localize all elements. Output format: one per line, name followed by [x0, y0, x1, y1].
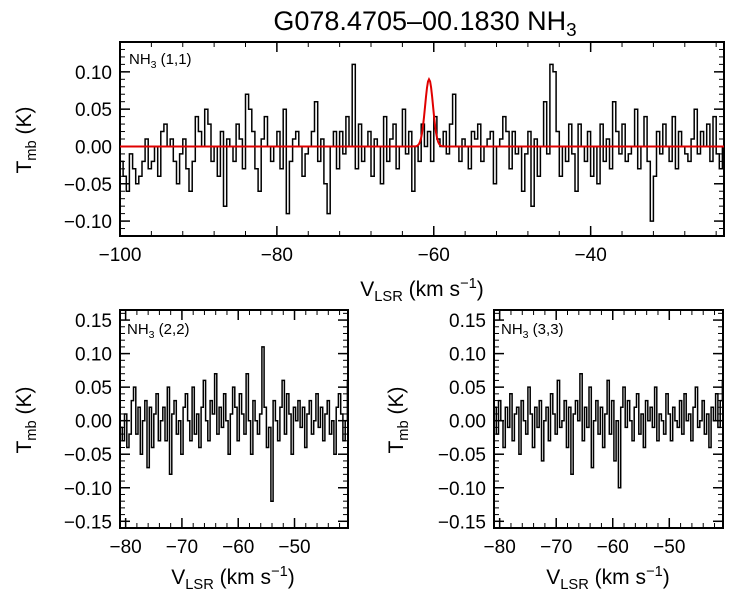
x-axis-label-unit: (km s: [214, 566, 271, 589]
x-tick-label: −60: [222, 537, 254, 558]
spectrum-line: [494, 372, 724, 489]
y-tick-label: 0.10: [75, 63, 112, 84]
y-axis-label-unit: (K): [385, 386, 408, 420]
panel-label-main: NH: [127, 321, 149, 338]
axis-ticks: −80 −70 −60 −50 −0.15 −0.10 −0.05 0.00 0.05 0.10 0…: [438, 310, 723, 558]
y-tick-label: −0.10: [64, 212, 112, 233]
y-tick-label: 0.10: [75, 345, 112, 366]
y-tick-label: −0.05: [64, 175, 112, 196]
panel-nh3-11: −100 −80 −60 −40 −0.10 −0.05 0.00 0.05 0.10 NH3 …: [13, 41, 725, 305]
axis-ticks: −100 −80 −60 −40 −0.10 −0.05 0.00 0.05 0.10: [64, 41, 724, 266]
spectrum-line: [120, 346, 349, 502]
y-tick-label: 0.00: [75, 412, 112, 433]
x-axis-label: VLSR (km s−1): [360, 276, 484, 305]
y-tick-label: 0.05: [75, 378, 112, 399]
x-axis-label-superscript: −1: [271, 564, 288, 580]
x-tick-label: −70: [166, 537, 198, 558]
y-axis-label: Tmb (K): [13, 386, 40, 453]
y-axis-label-subscript: mb: [24, 140, 40, 160]
x-axis-label: VLSR (km s−1): [546, 564, 670, 593]
y-tick-label: −0.05: [438, 445, 486, 466]
x-tick-label: −50: [278, 537, 310, 558]
panel-label-main: NH: [501, 321, 523, 338]
x-axis-label-main: V: [171, 566, 185, 589]
x-axis-label-subscript: LSR: [560, 577, 589, 593]
x-axis-label-superscript: −1: [646, 564, 663, 580]
x-tick-label: −80: [484, 537, 516, 558]
panel-label-subscript: 3: [149, 329, 155, 341]
x-tick-label: −50: [653, 537, 685, 558]
series-group: [494, 372, 724, 489]
x-tick-label: −60: [418, 245, 450, 266]
x-tick-label: −40: [575, 245, 607, 266]
panel-label-transition: (2,2): [155, 321, 190, 338]
y-tick-label: 0.10: [449, 345, 486, 366]
panel-label: NH3 (2,2): [127, 321, 190, 341]
x-axis-label-unit: (km s: [589, 566, 646, 589]
panel-label: NH3 (3,3): [501, 321, 564, 341]
y-axis-label: Tmb (K): [13, 106, 40, 173]
panel-nh3-33: −80 −70 −60 −50 −0.15 −0.10 −0.05 0.00 0.05 0.10 0…: [385, 309, 724, 593]
x-axis-label-unit: (km s: [403, 278, 460, 301]
y-axis-label-main: T: [13, 441, 36, 454]
x-tick-label: −80: [110, 537, 142, 558]
y-tick-label: 0.15: [75, 311, 112, 332]
y-tick-label: 0.05: [449, 378, 486, 399]
y-axis-label-unit: (K): [13, 106, 36, 140]
panel-nh3-22: −80 −70 −60 −50 −0.15 −0.10 −0.05 0.00 0.05 0.10 0…: [13, 309, 349, 593]
y-axis-label-subscript: mb: [24, 420, 40, 440]
x-tick-label: −100: [99, 245, 142, 266]
spectrum-line: [120, 63, 724, 222]
y-tick-label: −0.10: [438, 479, 486, 500]
y-axis-label-main: T: [385, 441, 408, 454]
panel-label-transition: (3,3): [529, 321, 564, 338]
x-axis-label: VLSR (km s−1): [171, 564, 295, 593]
y-tick-label: −0.15: [64, 512, 112, 533]
panel-label-subscript: 3: [523, 329, 529, 341]
x-axis-label-superscript: −1: [460, 276, 477, 292]
panel-label: NH3 (1,1): [129, 51, 192, 71]
y-tick-label: −0.10: [64, 479, 112, 500]
series-group: [120, 346, 349, 502]
y-axis-label-subscript: mb: [396, 420, 412, 440]
x-axis-label-close: ): [288, 566, 295, 589]
y-tick-label: −0.05: [64, 445, 112, 466]
panel-label-subscript: 3: [151, 59, 157, 71]
figure-title-subscript: 3: [566, 20, 577, 41]
y-tick-label: 0.00: [75, 137, 112, 158]
y-tick-label: 0.15: [449, 311, 486, 332]
x-axis-label-close: ): [663, 566, 670, 589]
series-group: [120, 63, 724, 222]
panel-label-transition: (1,1): [157, 51, 192, 68]
panel-label-main: NH: [129, 51, 151, 68]
y-tick-label: 0.05: [75, 100, 112, 121]
y-axis-label-main: T: [13, 161, 36, 174]
x-tick-label: −70: [540, 537, 572, 558]
x-axis-label-subscript: LSR: [374, 289, 403, 305]
y-tick-label: 0.00: [449, 412, 486, 433]
y-tick-label: −0.15: [438, 512, 486, 533]
x-tick-label: −60: [597, 537, 629, 558]
figure-title: G078.4705–00.1830 NH3: [273, 6, 576, 41]
y-axis-label-unit: (K): [13, 386, 36, 420]
x-tick-label: −80: [261, 245, 293, 266]
y-axis-label: Tmb (K): [385, 386, 412, 453]
x-axis-label-subscript: LSR: [185, 577, 214, 593]
axis-ticks: −80 −70 −60 −50 −0.15 −0.10 −0.05 0.00 0.05 0.10 0…: [64, 310, 348, 558]
x-axis-label-main: V: [360, 278, 374, 301]
x-axis-label-close: ): [477, 278, 484, 301]
panel-frame: [493, 309, 724, 529]
figure-title-main: G078.4705–00.1830 NH: [273, 6, 566, 36]
gaussian-fit-line: [120, 77, 724, 148]
x-axis-label-main: V: [546, 566, 560, 589]
